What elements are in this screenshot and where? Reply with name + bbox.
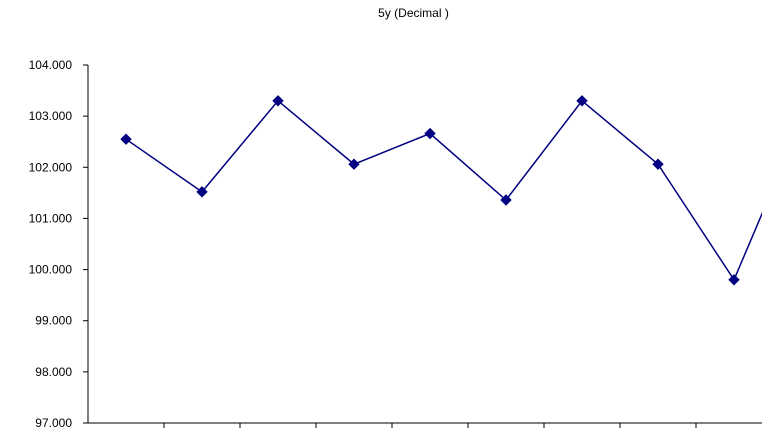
data-point-marker [500, 194, 512, 206]
data-point-marker [728, 274, 740, 286]
y-tick-label: 99.000 [35, 314, 72, 328]
data-point-marker [348, 158, 360, 170]
data-point-marker [576, 95, 588, 107]
y-tick-label: 104.000 [29, 58, 73, 72]
y-tick-label: 103.000 [29, 109, 73, 123]
series-line [125, 99, 762, 282]
y-tick-label: 98.000 [35, 365, 72, 379]
data-point-marker [424, 127, 436, 140]
data-point-marker [272, 95, 284, 107]
y-tick-label: 102.000 [29, 160, 73, 174]
data-point-marker [120, 133, 132, 145]
data-point-marker [196, 186, 208, 198]
data-point-marker [652, 158, 664, 170]
series-layer [120, 95, 762, 286]
y-tick-label: 100.000 [29, 263, 73, 277]
axes [83, 64, 762, 428]
y-tick-label: 97.000 [35, 416, 72, 430]
y-tick-label: 101.000 [29, 211, 73, 225]
y-tick-labels: 97.000 98.000 99.000 100.000 101.000 102.000 1… [29, 58, 73, 430]
chart-title: 5y (Decimal ) [378, 6, 449, 20]
